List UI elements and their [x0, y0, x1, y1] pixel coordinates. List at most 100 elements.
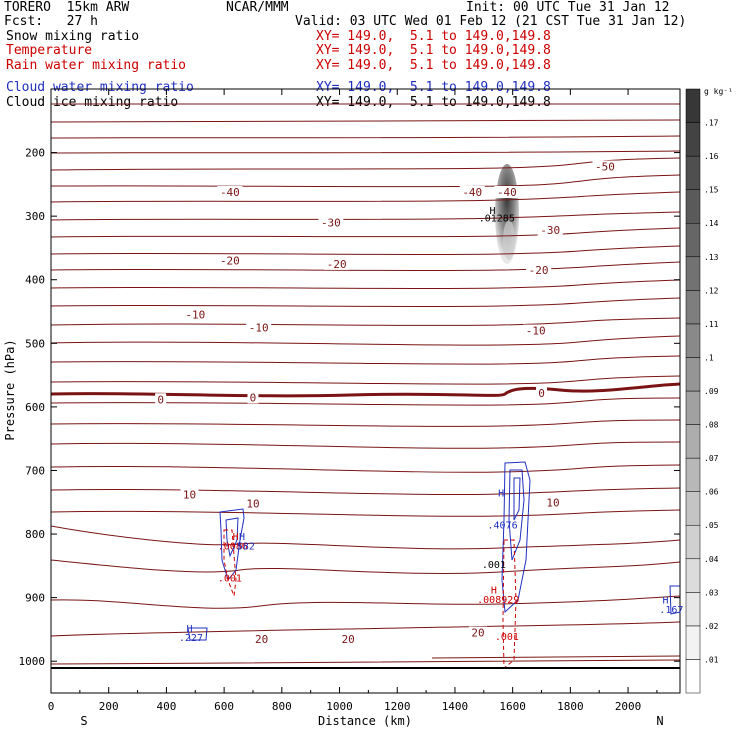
isotherm [51, 261, 680, 272]
isotherms [51, 103, 680, 665]
y-tick-label: 200 [25, 147, 45, 160]
y-tick-label: 300 [25, 210, 45, 223]
temperature-label-bg [324, 257, 350, 270]
isotherm [51, 419, 680, 427]
temperature-label: -30 [540, 224, 560, 237]
temperature-label-bg [247, 391, 259, 404]
maximum-label: .167 [659, 605, 683, 616]
x-tick-label: 400 [156, 700, 176, 713]
contour-labels: -50 -40 -40 -40 -30 -30 -20 -20 -20 -10 -10 -10 0 0 0 1… [155, 160, 683, 646]
colorbar-swatch [685, 256, 701, 291]
colorbar-swatch [685, 323, 701, 358]
temperature-label: 10 [546, 496, 559, 509]
isotherm [51, 509, 680, 517]
temperature-label: -40 [220, 186, 240, 199]
cloud-water-contour [508, 469, 525, 561]
center-title: NCAR/MMM [226, 0, 289, 15]
y-tick-label: 600 [25, 401, 45, 414]
maximum-label: .001 [495, 632, 519, 643]
colorbar-swatch [685, 625, 701, 660]
isotherm [51, 375, 680, 385]
field-name-temperature: Temperature [6, 43, 93, 58]
axes: 0 200 400 600 800 1000 1200 1400 1600 1800 2000200… [19, 89, 680, 713]
temperature-label-bg [252, 632, 271, 645]
isotherm [51, 135, 680, 139]
temperature-label: -40 [497, 186, 517, 199]
isotherm [51, 174, 680, 188]
temperature-label: -10 [526, 325, 546, 338]
colorbar-swatch [685, 88, 701, 123]
cloud-water-contour [219, 508, 245, 582]
colorbar: .01 .02 .03 .04 .05 .06 .07 .08 .09 .1 .11 .12 .13 .1… [685, 88, 719, 694]
field-name-cloud-ice: Cloud ice mixing ratio [6, 95, 179, 110]
colorbar-swatch [685, 290, 701, 325]
isotherm [431, 655, 680, 659]
colorbar-swatch [685, 155, 701, 190]
colorbar-label: .07 [704, 454, 719, 463]
temperature-label: 0 [250, 391, 257, 404]
temperature-label: -20 [327, 258, 347, 271]
x-tick-label: 1000 [326, 700, 353, 713]
cloud-water-contour [501, 461, 531, 614]
rain-water-contour [223, 529, 237, 597]
colorbar-swatch [685, 122, 701, 157]
maximum-label: H [663, 596, 669, 607]
isotherm [51, 397, 680, 406]
isotherm [51, 227, 680, 238]
temperature-label-bg [459, 185, 485, 198]
temperature-label-bg [523, 324, 549, 337]
temperature-label-bg [318, 216, 344, 229]
rain-water-contours [223, 529, 517, 670]
colorbar-swatch [685, 424, 701, 459]
temperature-label: 20 [471, 627, 484, 640]
cloud-water-contour [513, 477, 521, 521]
isotherm [51, 525, 680, 550]
maximum-label: H [489, 206, 495, 217]
colorbar-label: .12 [704, 286, 719, 295]
x-tick-label: 200 [99, 700, 119, 713]
colorbar-label: .16 [704, 152, 719, 161]
isotherm [51, 559, 680, 575]
colorbar-label: .01 [704, 655, 719, 664]
maximum-label: H [491, 585, 497, 596]
valid-time: Valid: 03 UTC Wed 01 Feb 12 (21 CST Tue … [295, 14, 687, 29]
cloud-water-contours [187, 461, 680, 641]
maximum-label: H [498, 489, 504, 500]
maximum-label: .01285 [479, 213, 515, 224]
colorbar-label: .14 [704, 219, 719, 228]
temperature-label-bg [243, 497, 262, 510]
field-name-rain: Rain water mixing ratio [6, 58, 187, 73]
temperature-label-bg [246, 321, 272, 334]
colorbar-label: .02 [704, 622, 719, 631]
isotherm [51, 150, 680, 154]
colorbar-swatch [685, 390, 701, 425]
colorbar-swatch [685, 357, 701, 392]
maximum-label: .001 [482, 560, 506, 571]
south-label: S [80, 714, 87, 728]
temperature-label-bg [180, 488, 199, 501]
maximum-label: .0086 [218, 541, 248, 552]
temperature-label-bg [536, 386, 548, 399]
y-axis-title: Pressure (hPa) [3, 339, 17, 440]
isotherm [51, 119, 680, 123]
field-name-cloud-water: Cloud water mixing ratio [6, 80, 194, 95]
colorbar-unit: g kg⁻¹ [704, 87, 733, 96]
model-title: TORERO 15km ARW [4, 0, 130, 15]
maximum-label: .008929 [477, 595, 519, 606]
field-xy-cloud-water: XY= 149.0, 5.1 to 149.0,149.8 [316, 80, 551, 95]
colorbar-label: .05 [704, 521, 719, 530]
snow-shading [495, 164, 519, 264]
isotherm [51, 659, 680, 665]
field-xy-rain: XY= 149.0, 5.1 to 149.0,149.8 [316, 58, 551, 73]
colorbar-label: .17 [704, 119, 719, 128]
maximum-label: .582 [231, 541, 255, 552]
cloud-water-contour [187, 627, 208, 641]
x-tick-label: 800 [272, 700, 292, 713]
temperature-label-bg [182, 308, 208, 321]
temperature-label: -20 [529, 264, 549, 277]
isotherm [51, 595, 680, 609]
temperature-label: 0 [538, 387, 545, 400]
temperature-label-bg [217, 254, 243, 267]
temperature-label-bg [217, 185, 243, 198]
